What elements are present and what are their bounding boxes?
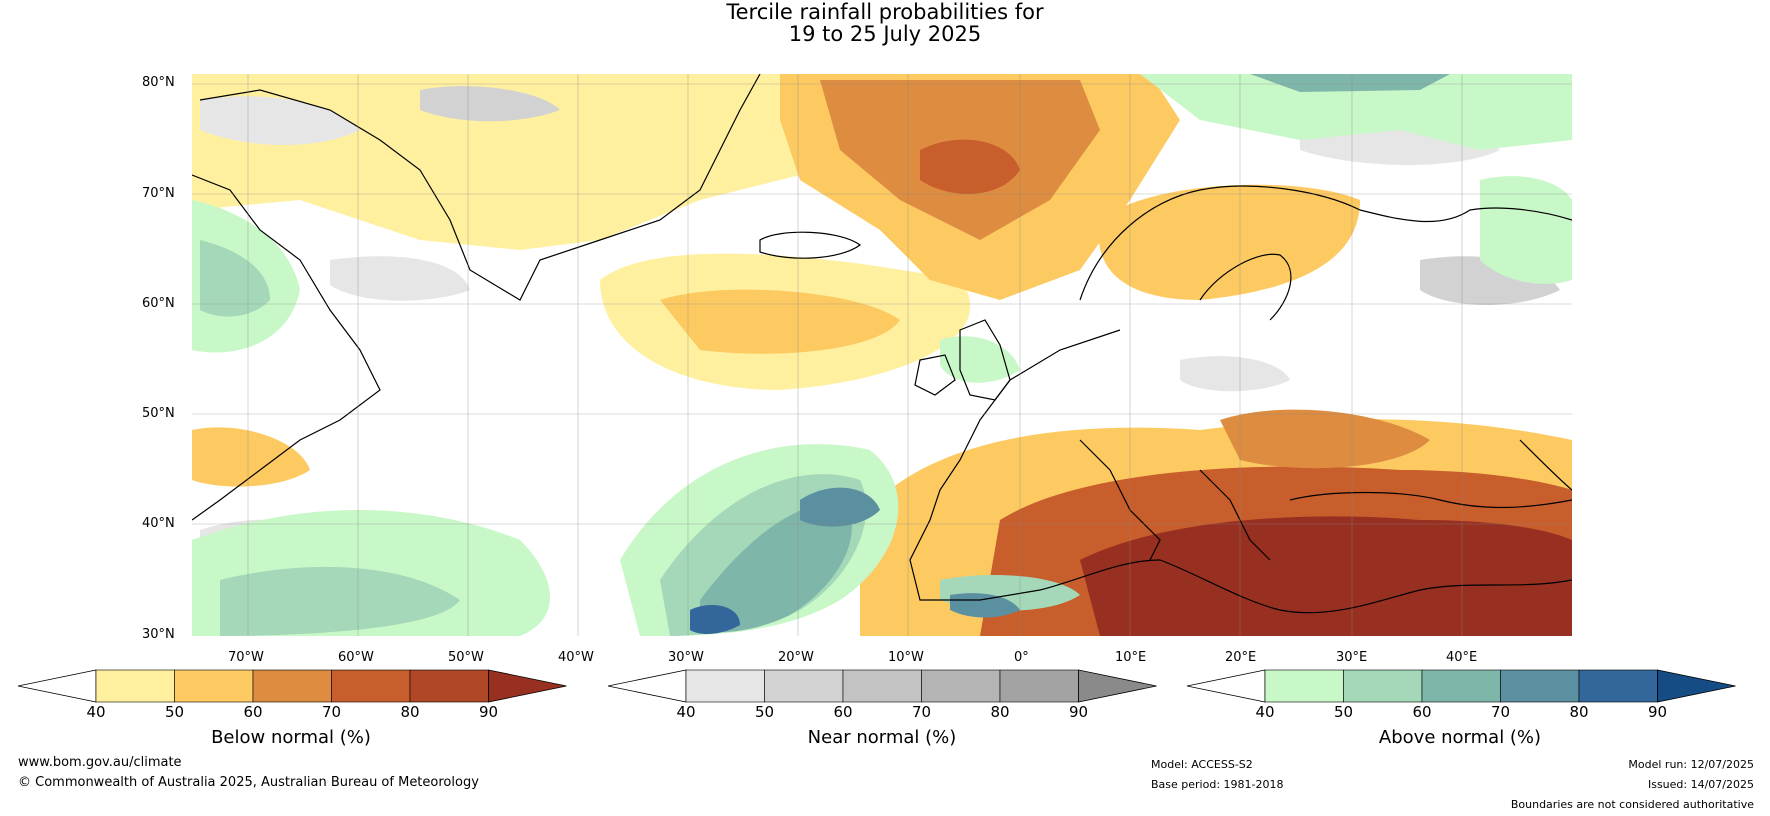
colorbar-segment	[1343, 669, 1423, 703]
colorbar-extend-low	[1186, 669, 1266, 703]
lat-label: 60°N	[142, 296, 175, 311]
near-normal-region	[1180, 356, 1290, 392]
colorbar-tick-label: 50	[164, 703, 185, 721]
colorbar-extend-low	[607, 669, 687, 703]
above-normal-region	[690, 605, 740, 635]
colorbar-segment	[999, 669, 1079, 703]
footer-website[interactable]: www.bom.gov.au/climate	[18, 755, 182, 770]
above-normal-region	[800, 487, 880, 527]
colorbar-below-normal	[17, 669, 567, 703]
colorbar-tick-label: 50	[1333, 703, 1354, 721]
colorbar-tick-label: 90	[1068, 703, 1089, 721]
lat-label: 80°N	[142, 75, 175, 90]
above-normal-region	[1250, 74, 1450, 92]
above-normal-region	[220, 566, 460, 636]
colorbar-tick-label: 90	[478, 703, 499, 721]
above-normal-region	[1480, 176, 1572, 284]
below-normal-region	[660, 289, 900, 354]
colorbar-segment	[1500, 669, 1580, 703]
colorbar-segment	[331, 669, 411, 703]
colorbar-tick-label: 80	[1569, 703, 1589, 721]
below-normal-region	[920, 139, 1020, 194]
lon-label: 40°E	[1446, 650, 1478, 665]
near-normal-region	[330, 256, 470, 301]
colorbar-segment	[1264, 669, 1344, 703]
colorbar-extend-high	[1078, 669, 1157, 703]
map-title-line2: 19 to 25 July 2025	[788, 22, 982, 46]
footer-model-run: Model run: 12/07/2025	[1628, 758, 1754, 771]
colorbar-tick-label: 90	[1647, 703, 1668, 721]
colorbar-segment	[921, 669, 1001, 703]
near-normal-region	[200, 96, 360, 145]
colorbar-extend-low	[17, 669, 97, 703]
lon-label: 20°W	[778, 650, 814, 665]
above-normal-region	[700, 504, 852, 633]
lon-label: 50°W	[448, 650, 484, 665]
colorbar-title-above: Above normal (%)	[1378, 727, 1542, 748]
lon-label: 10°E	[1115, 650, 1147, 665]
coastlines	[192, 74, 1572, 614]
footer-model: Model: ACCESS-S2	[1151, 758, 1253, 771]
lat-label: 70°N	[142, 186, 175, 201]
below-normal-region	[1220, 409, 1430, 469]
footer-copyright: © Commonwealth of Australia 2025, Austra…	[18, 775, 479, 790]
colorbar-segment	[1578, 669, 1658, 703]
colorbar-tick-label: 70	[321, 703, 342, 721]
colorbar-tick-label: 80	[990, 703, 1010, 721]
lon-label: 70°W	[228, 650, 264, 665]
colorbar-segment	[409, 669, 489, 703]
map-title-line1: Tercile rainfall probabilities for	[726, 0, 1044, 24]
lon-label: 30°E	[1336, 650, 1368, 665]
colorbar-tick-label: 60	[833, 703, 853, 721]
colorbar-title-near: Near normal (%)	[807, 727, 957, 748]
map-plot-area	[192, 74, 1572, 636]
colorbar-extend-high	[1657, 669, 1736, 703]
graticule	[192, 74, 1572, 636]
colorbar-tick-label: 50	[754, 703, 775, 721]
colorbar-tick-label: 60	[243, 703, 263, 721]
footer-base-period: Base period: 1981-2018	[1151, 778, 1284, 791]
colorbar-segment	[842, 669, 922, 703]
lon-label: 20°E	[1225, 650, 1257, 665]
colorbar-above-normal	[1186, 669, 1736, 703]
lat-label: 40°N	[142, 516, 175, 531]
colorbar-segment	[685, 669, 765, 703]
colorbar-tick-label: 70	[1490, 703, 1511, 721]
colorbar-segment	[95, 669, 175, 703]
lon-label: 40°W	[558, 650, 594, 665]
colorbar-tick-label: 40	[1255, 703, 1275, 721]
below-normal-region	[192, 427, 310, 487]
colorbar-tick-label: 60	[1412, 703, 1432, 721]
colorbar-title-below: Below normal (%)	[211, 727, 371, 748]
colorbar-segment	[252, 669, 332, 703]
colorbar-segment	[764, 669, 844, 703]
colorbar-near-normal	[607, 669, 1157, 703]
colorbar-extend-high	[488, 669, 567, 703]
lon-label: 10°W	[888, 650, 924, 665]
near-normal-region	[420, 86, 560, 122]
colorbar-segment	[174, 669, 254, 703]
above-normal-region	[200, 240, 270, 317]
colorbar-tick-label: 70	[911, 703, 932, 721]
above-normal-region	[1140, 74, 1572, 150]
above-normal-region	[950, 593, 1020, 618]
below-normal-region	[1098, 184, 1360, 300]
lat-label: 30°N	[142, 627, 175, 642]
colorbar-tick-label: 40	[86, 703, 106, 721]
colorbar-tick-label: 40	[676, 703, 696, 721]
below-normal-region	[192, 74, 900, 250]
footer-disclaimer: Boundaries are not considered authoritat…	[1510, 798, 1754, 811]
lat-label: 50°N	[142, 406, 175, 421]
below-normal-region	[1080, 516, 1572, 636]
colorbar-tick-label: 80	[400, 703, 420, 721]
lon-label: 30°W	[668, 650, 704, 665]
lon-label: 0°	[1014, 650, 1029, 665]
colorbar-segment	[1421, 669, 1501, 703]
footer-issued: Issued: 14/07/2025	[1647, 778, 1754, 791]
lon-label: 60°W	[338, 650, 374, 665]
